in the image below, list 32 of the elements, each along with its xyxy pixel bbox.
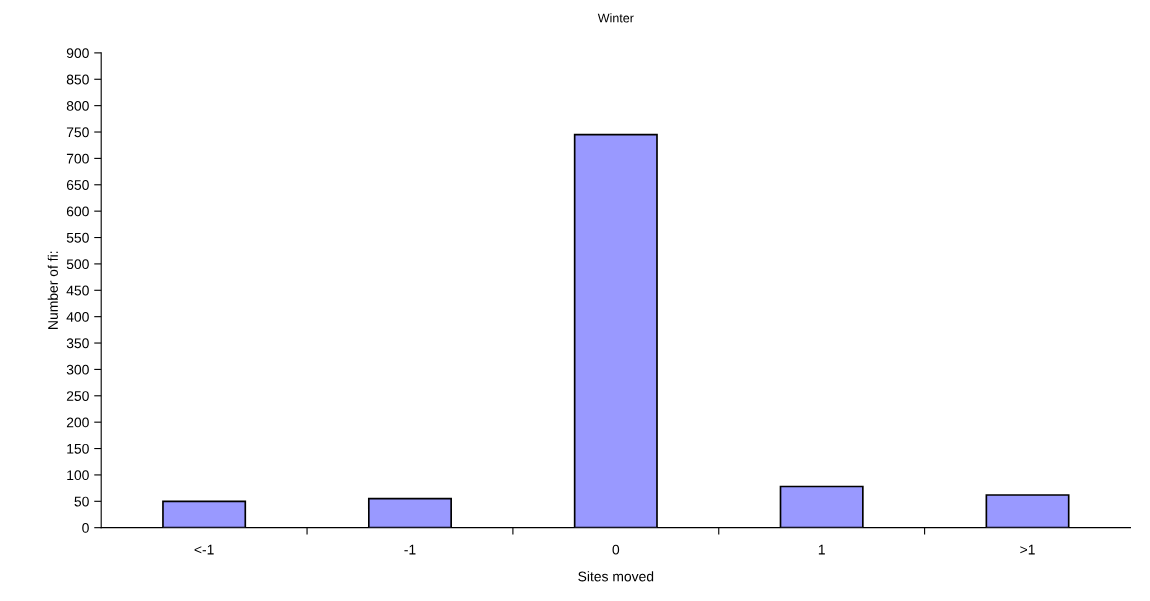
x-tick-label: -1 <box>404 544 416 555</box>
y-tick-label: 250 <box>66 391 89 401</box>
bar <box>573 133 658 528</box>
y-tick-label: 450 <box>66 285 89 296</box>
y-tick-label: 200 <box>66 417 89 428</box>
x-tick-label: <-1 <box>194 544 214 555</box>
x-tick-label: >1 <box>1020 544 1035 555</box>
y-tick-label: 650 <box>66 180 89 190</box>
y-tick-label: 700 <box>66 153 89 164</box>
y-tick-label: 0 <box>82 523 89 533</box>
x-axis-title: Sites moved <box>578 571 654 582</box>
bar <box>985 494 1070 528</box>
chart-title: Winter <box>597 13 634 23</box>
y-tick-label: 800 <box>66 100 89 111</box>
y-tick-label: 600 <box>66 206 89 217</box>
bar <box>367 497 452 528</box>
y-tick-label: 100 <box>67 470 89 481</box>
y-tick-label: 550 <box>66 232 89 243</box>
y-axis-title: Number of fi: <box>47 251 58 329</box>
y-tick-label: 850 <box>66 74 89 85</box>
y-tick-label: 750 <box>66 127 89 138</box>
y-tick-label: 350 <box>66 338 89 349</box>
y-tick-label: 400 <box>66 311 89 322</box>
x-tick-label: 1 <box>818 544 825 555</box>
y-tick-label: 500 <box>66 259 89 270</box>
bar <box>779 485 864 528</box>
bar <box>162 500 247 528</box>
y-tick-label: 50 <box>74 496 89 507</box>
y-tick-label: 300 <box>66 364 89 375</box>
y-tick-label: 150 <box>67 443 89 454</box>
x-tick-label: 0 <box>612 544 620 555</box>
y-tick-label: 900 <box>66 48 89 59</box>
